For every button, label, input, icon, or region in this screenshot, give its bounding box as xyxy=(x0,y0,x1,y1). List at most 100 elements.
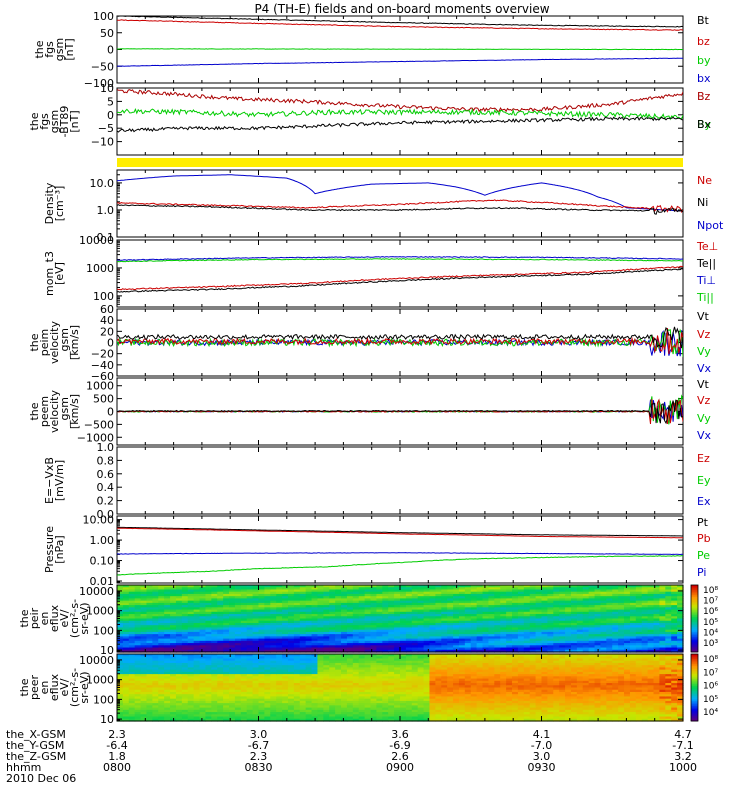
spectrogram-cell xyxy=(382,607,389,611)
spectrogram-cell xyxy=(234,667,242,671)
spectrogram-cell xyxy=(264,602,271,606)
spectrogram-cell xyxy=(246,714,254,718)
spectrogram-cell xyxy=(217,669,224,673)
spectrogram-cell xyxy=(223,658,230,662)
spectrogram-cell xyxy=(258,616,265,620)
spectrogram-cell xyxy=(170,616,177,620)
spectrogram-cell xyxy=(187,700,195,704)
y-axis-label-line: Density xyxy=(43,182,56,224)
spectrogram-cell xyxy=(305,705,313,709)
spectrogram-cell xyxy=(329,645,336,649)
spectrogram-cell xyxy=(629,602,637,606)
spectrogram-cell xyxy=(122,662,130,666)
colorbar-step xyxy=(691,598,698,601)
spectrogram-cell xyxy=(458,587,466,591)
spectrogram-cell xyxy=(500,631,507,635)
spectrogram-cell xyxy=(264,685,271,689)
spectrogram-cell xyxy=(158,689,165,693)
spectrogram-cell xyxy=(470,611,478,615)
spectrogram-cell xyxy=(517,647,525,651)
spectrogram-cell xyxy=(158,678,165,682)
spectrogram-cell xyxy=(488,589,495,593)
spectrogram-cell xyxy=(612,618,619,622)
spectrogram-cell xyxy=(193,638,201,642)
spectrogram-cell xyxy=(677,587,684,591)
spectrogram-cell xyxy=(346,662,354,666)
spectrogram-cell xyxy=(175,600,183,604)
spectrogram-cell xyxy=(223,605,230,608)
spectrogram-cell xyxy=(506,598,513,602)
spectrogram-cell xyxy=(358,689,366,693)
spectrogram-cell xyxy=(352,714,360,718)
spectrogram-cell xyxy=(140,691,148,695)
spectrogram-cell xyxy=(140,685,148,689)
spectrogram-cell xyxy=(276,667,283,671)
spectrogram-cell xyxy=(653,618,661,622)
spectrogram-cell xyxy=(199,625,207,629)
spectrogram-cell xyxy=(311,703,319,706)
spectrogram-cell xyxy=(470,598,478,602)
spectrogram-cell xyxy=(276,703,283,706)
spectrogram-cell xyxy=(211,703,218,706)
spectrogram-cell xyxy=(317,683,324,686)
spectrogram-cell xyxy=(382,616,389,620)
spectrogram-cell xyxy=(329,658,336,662)
spectrogram-cell xyxy=(553,602,560,606)
spectrogram-cell xyxy=(287,667,295,671)
spectrogram-cell xyxy=(287,620,295,624)
y-tick-label: 0 xyxy=(107,337,114,350)
spectrogram-cell xyxy=(223,709,230,713)
spectrogram-cell xyxy=(152,685,159,689)
y-axis-label-line: (cm²-s- xyxy=(68,599,81,638)
spectrogram-cell xyxy=(282,658,289,662)
spectrogram-cell xyxy=(329,707,336,711)
spectrogram-cell xyxy=(175,631,183,635)
spectrogram-cell xyxy=(352,618,360,622)
spectrogram-cell xyxy=(553,609,560,613)
spectrogram-cell xyxy=(582,620,590,624)
series-te xyxy=(117,265,683,291)
spectrogram-cell xyxy=(187,654,195,657)
spectrogram-cell xyxy=(411,622,419,626)
spectrogram-cell xyxy=(140,634,148,637)
spectrogram-cell xyxy=(258,618,265,622)
spectrogram-cell xyxy=(270,691,277,695)
spectrogram-cell xyxy=(553,614,560,617)
spectrogram-cell xyxy=(181,656,189,660)
spectrogram-cell xyxy=(305,600,313,604)
y-axis-label-line: gsm xyxy=(53,38,66,61)
spectrogram-cell xyxy=(293,625,301,629)
spectrogram-cell xyxy=(458,634,466,637)
spectrogram-cell xyxy=(252,687,260,691)
spectrogram-cell xyxy=(541,631,548,635)
spectrogram-cell xyxy=(140,587,148,591)
spectrogram-cell xyxy=(258,700,265,704)
spectrogram-cell xyxy=(612,589,619,593)
spectrogram-cell xyxy=(175,691,183,695)
spectrogram-cell xyxy=(282,587,289,591)
spectrogram-cell xyxy=(152,689,159,693)
spectrogram-cell xyxy=(453,600,460,604)
spectrogram-cell xyxy=(158,585,165,588)
spectrogram-cell xyxy=(382,589,389,593)
spectrogram-cell xyxy=(553,596,560,599)
spectrogram-cell xyxy=(417,636,425,640)
spectrogram-cell xyxy=(423,593,431,597)
spectrogram-cell xyxy=(435,593,442,597)
spectrogram-cell xyxy=(441,611,448,615)
spectrogram-cell xyxy=(358,634,366,637)
spectrogram-cell xyxy=(205,622,212,626)
spectrogram-cell xyxy=(370,662,378,666)
spectrogram-cell xyxy=(252,634,260,637)
spectrogram-cell xyxy=(240,649,248,653)
spectrogram-cell xyxy=(175,698,183,702)
spectrogram-cell xyxy=(276,625,283,629)
spectrogram-cell xyxy=(229,680,236,684)
spectrogram-cell xyxy=(305,689,313,693)
spectrogram-cell xyxy=(287,714,295,718)
spectrogram-cell xyxy=(223,589,230,593)
spectrogram-cell xyxy=(659,647,666,651)
spectrogram-cell xyxy=(594,638,602,642)
spectrogram-cell xyxy=(618,605,625,608)
